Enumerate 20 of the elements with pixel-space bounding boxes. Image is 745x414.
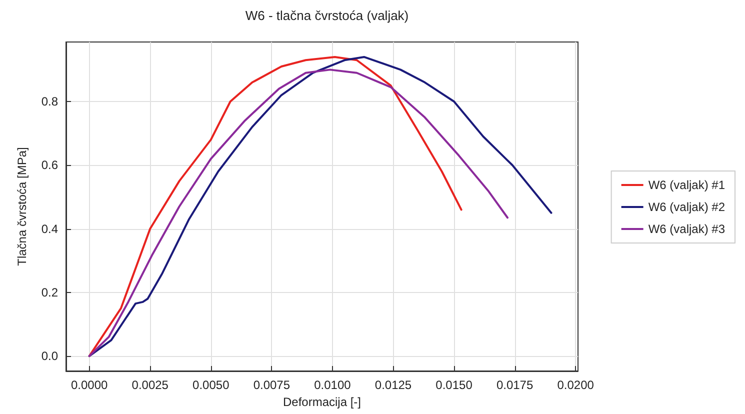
legend-label: W6 (valjak) #3 [648, 222, 726, 236]
x-tick-label: 0.0150 [436, 378, 473, 392]
y-tick-label: 0.0 [41, 349, 58, 364]
y-axis-title: Tlačna čvrstoća [MPa] [15, 147, 29, 266]
y-tick-label: 0.8 [41, 94, 58, 108]
y-tick-label: 0.4 [41, 222, 58, 236]
x-tick-label: 0.0025 [132, 378, 169, 392]
chart-title: W6 - tlačna čvrstoća (valjak) [245, 8, 409, 23]
x-tick-label: 0.0200 [557, 378, 594, 392]
x-tick-label: 0.0175 [496, 378, 534, 392]
legend-label: W6 (valjak) #1 [648, 178, 726, 192]
x-tick-label: 0.0075 [253, 378, 290, 392]
x-axis-title: Deformacija [-] [282, 394, 362, 409]
x-tick-label: 0.0100 [314, 378, 352, 392]
x-tick-label: 0.0000 [70, 378, 108, 392]
y-tick-label: 0.2 [41, 285, 58, 300]
x-tick-label: 0.0125 [374, 378, 412, 392]
x-tick-label: 0.0050 [192, 378, 230, 392]
legend-label: W6 (valjak) #2 [648, 200, 726, 214]
y-tick-label: 0.6 [41, 158, 58, 172]
